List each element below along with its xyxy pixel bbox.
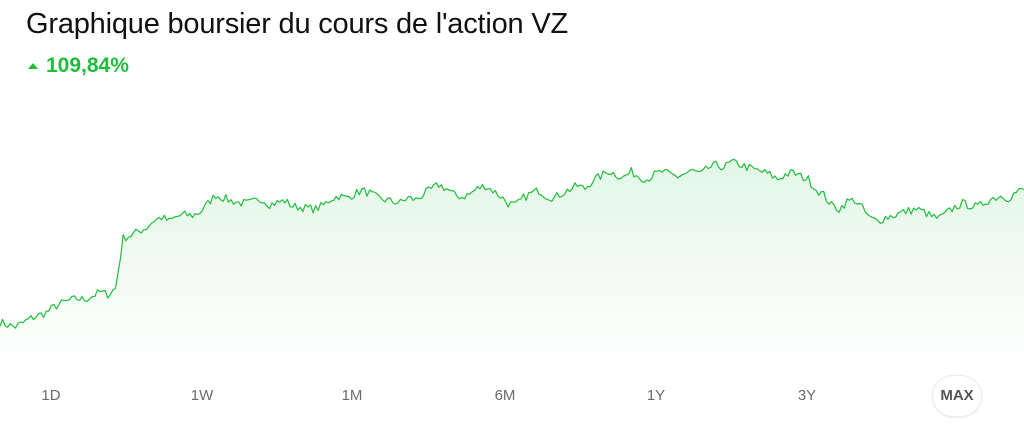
price-change-value: 109,84% bbox=[46, 54, 129, 77]
range-button-max[interactable]: MAX bbox=[933, 376, 981, 416]
price-change: 109,84% bbox=[28, 54, 129, 78]
price-line bbox=[0, 158, 1024, 329]
range-button-3y[interactable]: 3Y bbox=[797, 387, 817, 404]
up-triangle-icon bbox=[28, 63, 38, 69]
range-button-1m[interactable]: 1M bbox=[341, 387, 363, 404]
range-button-1d[interactable]: 1D bbox=[41, 387, 61, 404]
range-selector: 1D 1W 1M 6M 1Y 3Y MAX bbox=[0, 376, 1024, 416]
range-button-1y[interactable]: 1Y bbox=[646, 387, 666, 404]
price-area bbox=[0, 159, 1024, 370]
price-chart[interactable] bbox=[0, 120, 1024, 370]
range-button-1w[interactable]: 1W bbox=[190, 387, 214, 404]
page-title: Graphique boursier du cours de l'action … bbox=[26, 8, 568, 40]
range-button-6m[interactable]: 6M bbox=[494, 387, 516, 404]
